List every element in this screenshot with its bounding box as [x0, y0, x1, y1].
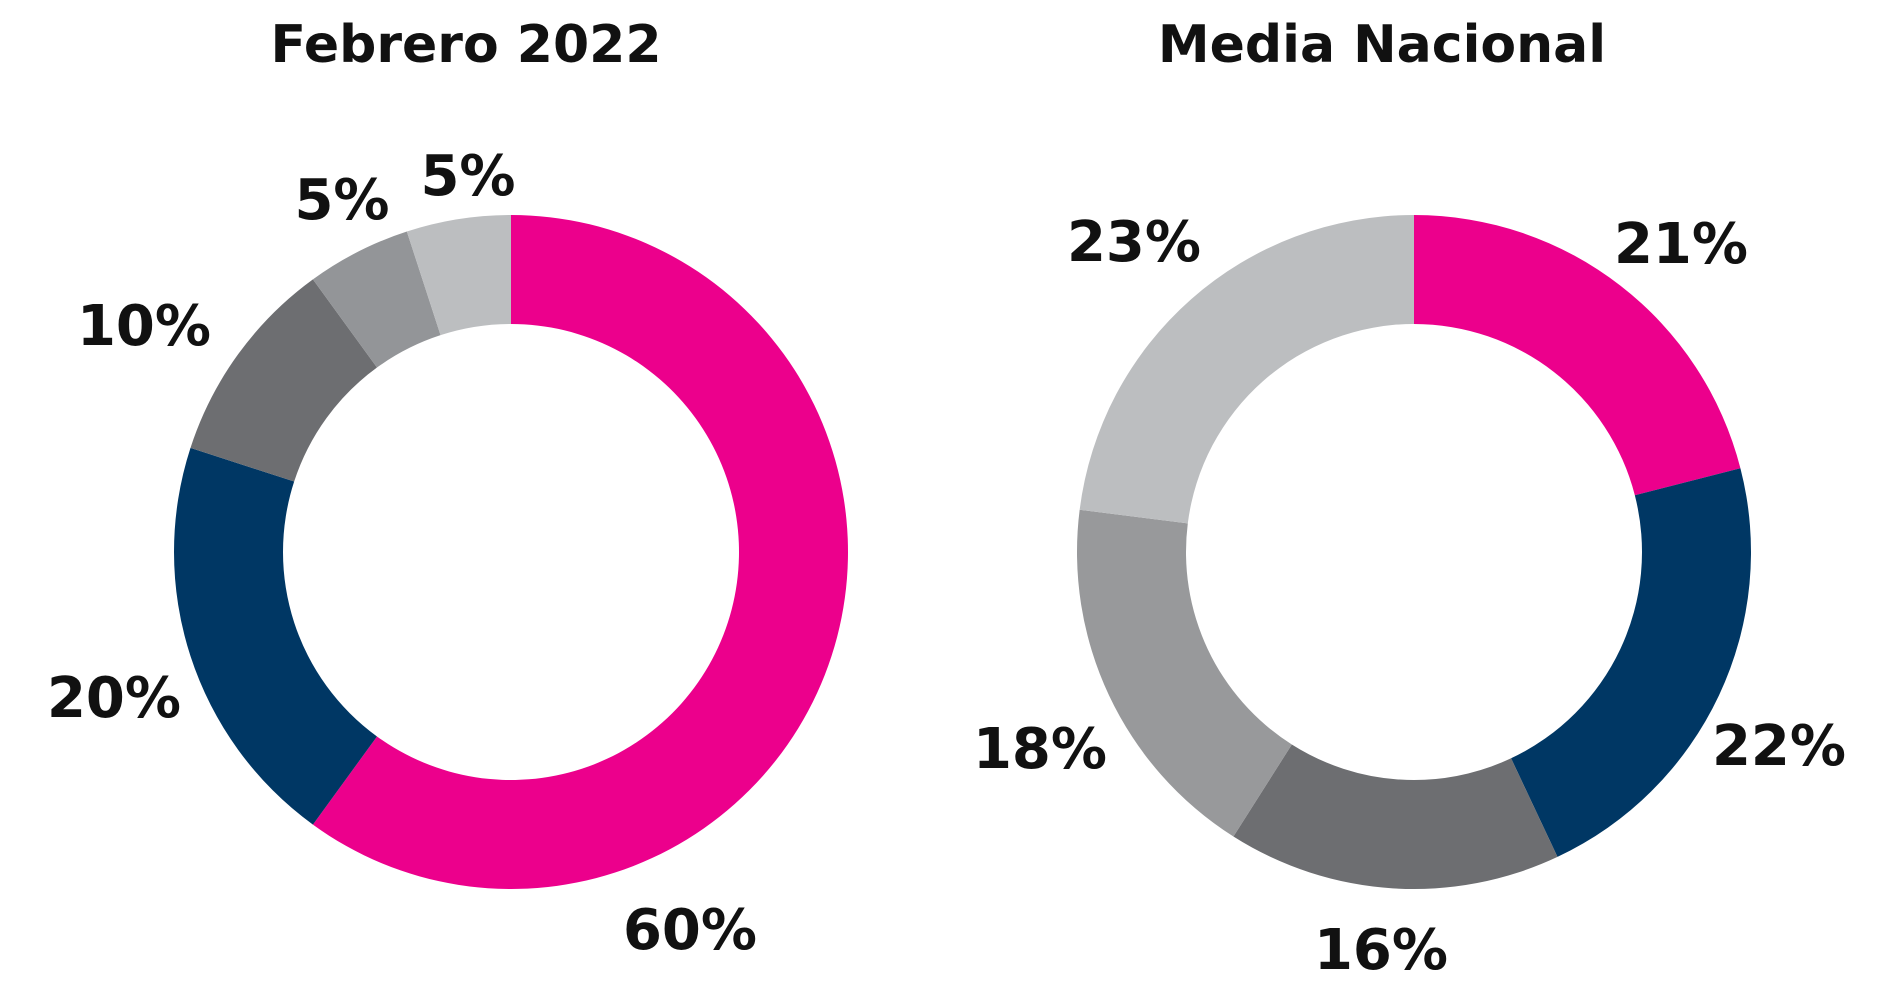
donut-slice — [406, 215, 511, 336]
donut-slice — [1414, 215, 1741, 496]
value-label: 20% — [47, 666, 181, 731]
value-label: 5% — [420, 144, 515, 209]
donut-slice — [312, 215, 848, 889]
donut-slice — [174, 447, 377, 825]
value-label: 60% — [623, 898, 757, 963]
value-label: 21% — [1614, 212, 1748, 277]
value-label: 10% — [77, 294, 211, 359]
value-label: 16% — [1314, 918, 1448, 983]
value-label: 23% — [1067, 210, 1201, 275]
donut-slice — [1079, 215, 1414, 524]
donut-slice — [190, 279, 377, 482]
value-label: 22% — [1712, 714, 1846, 779]
donut-slice — [1077, 509, 1292, 837]
value-label: 18% — [973, 717, 1107, 782]
donut-slice — [1511, 468, 1751, 857]
donut-slice — [1233, 744, 1558, 889]
value-label: 5% — [294, 168, 389, 233]
chart-title: Media Nacional — [1158, 15, 1606, 75]
chart-title: Febrero 2022 — [270, 15, 661, 75]
donut-slice — [312, 231, 441, 368]
